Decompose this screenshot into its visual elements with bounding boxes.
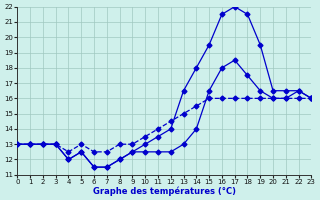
X-axis label: Graphe des températures (°C): Graphe des températures (°C)	[93, 186, 236, 196]
